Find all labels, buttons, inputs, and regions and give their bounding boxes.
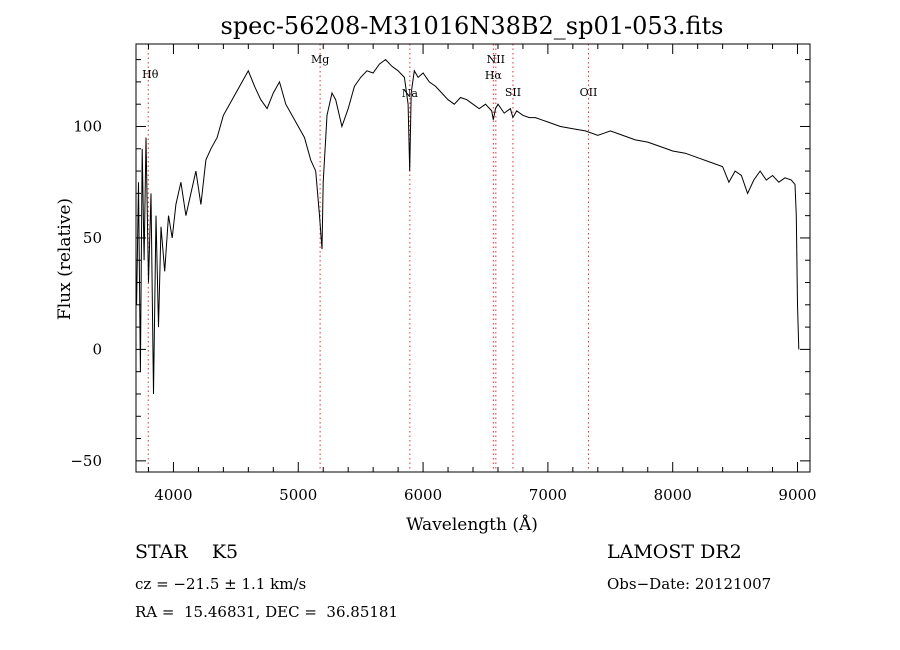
line-label-NII: NII <box>487 53 505 66</box>
x-tick-label: 4000 <box>154 486 192 504</box>
line-label-Hθ: Hθ <box>142 68 159 81</box>
y-tick-label: 0 <box>92 340 102 358</box>
object-class: STAR K5 <box>135 541 238 563</box>
x-tick-label: 7000 <box>529 486 567 504</box>
spectrum-line <box>136 58 800 395</box>
line-label-Hα: Hα <box>485 69 503 82</box>
chart-title: spec-56208-M31016N38B2_sp01-053.fits <box>221 12 724 40</box>
subclass-value: K5 <box>211 541 239 563</box>
plot-frame <box>135 43 811 473</box>
x-tick-label: 9000 <box>778 486 816 504</box>
redshift-readout: cz = −21.5 ± 1.1 km/s <box>135 575 307 593</box>
line-label-OII: OII <box>580 86 598 99</box>
x-tick-label: 8000 <box>654 486 692 504</box>
x-tick-label: 6000 <box>404 486 442 504</box>
coordinates-readout: RA = 15.46831, DEC = 36.85181 <box>135 603 399 621</box>
observation-date: Obs−Date: 20121007 <box>607 575 772 593</box>
y-tick-label: 50 <box>83 229 102 247</box>
line-label-Mg: Mg <box>311 53 329 66</box>
line-label-Na: Na <box>402 87 419 100</box>
x-axis-label: Wavelength (Å) <box>406 514 538 535</box>
x-tick-label: 5000 <box>279 486 317 504</box>
y-tick-label: −50 <box>70 452 102 470</box>
line-label-SII: SII <box>505 86 521 99</box>
survey-name: LAMOST DR2 <box>607 541 742 563</box>
y-axis-label: Flux (relative) <box>55 198 75 320</box>
plot-area: 4000 5000 6000 7000 8000 9000 −50 0 50 100 Hθ Mg Na N… <box>70 43 817 504</box>
y-tick-label: 100 <box>73 117 102 135</box>
object-class-value: STAR <box>135 541 188 563</box>
